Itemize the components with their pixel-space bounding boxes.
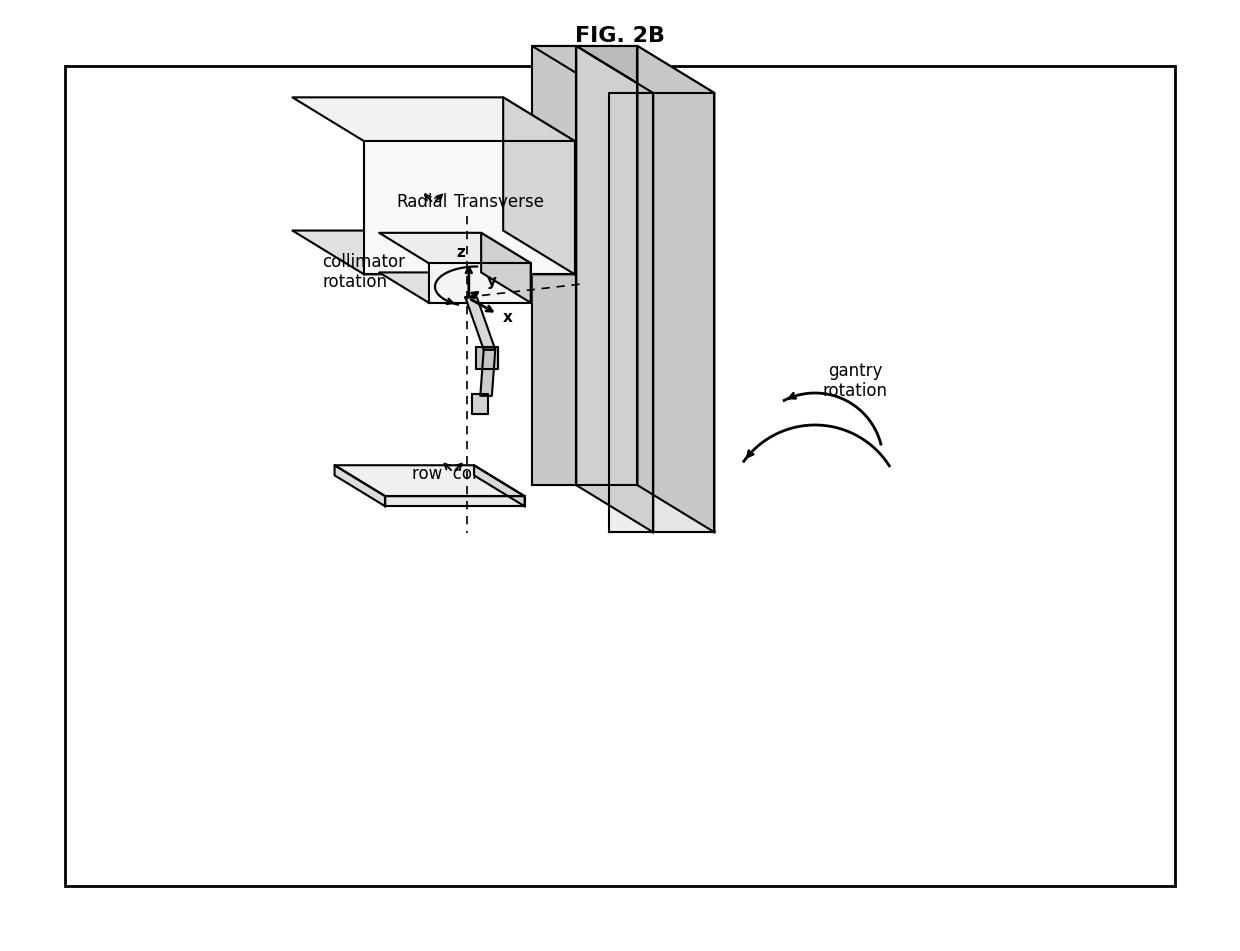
Polygon shape: [532, 46, 653, 93]
Polygon shape: [293, 97, 575, 142]
Polygon shape: [503, 97, 575, 275]
Polygon shape: [637, 46, 714, 533]
Text: x: x: [502, 310, 512, 325]
Polygon shape: [577, 46, 653, 533]
Polygon shape: [480, 350, 495, 396]
Polygon shape: [481, 233, 531, 302]
Text: Radial: Radial: [397, 193, 448, 211]
Polygon shape: [379, 233, 531, 263]
Polygon shape: [474, 465, 525, 506]
Polygon shape: [577, 46, 714, 93]
Polygon shape: [365, 142, 575, 275]
Text: z: z: [456, 245, 466, 261]
Polygon shape: [335, 465, 386, 506]
Polygon shape: [577, 46, 637, 485]
Polygon shape: [609, 93, 653, 533]
Polygon shape: [293, 230, 575, 275]
Polygon shape: [429, 263, 531, 302]
Text: gantry
rotation: gantry rotation: [822, 361, 888, 400]
Polygon shape: [476, 347, 498, 369]
Polygon shape: [335, 465, 525, 496]
Bar: [64, 66, 1176, 886]
Polygon shape: [532, 46, 577, 485]
Polygon shape: [472, 394, 487, 415]
Text: y: y: [486, 274, 497, 289]
Text: collimator
rotation: collimator rotation: [322, 253, 405, 291]
Polygon shape: [386, 496, 525, 506]
Text: row  col: row col: [412, 465, 477, 482]
Polygon shape: [465, 298, 495, 350]
Text: Transverse: Transverse: [454, 193, 544, 211]
Text: FIG. 2B: FIG. 2B: [575, 26, 665, 46]
Polygon shape: [379, 272, 531, 302]
Polygon shape: [653, 93, 714, 533]
